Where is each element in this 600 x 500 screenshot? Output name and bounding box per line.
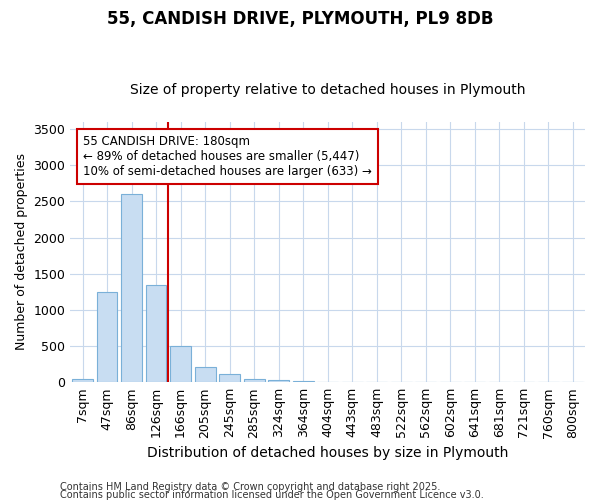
Bar	[244, 378, 265, 382]
Bar	[97, 292, 118, 382]
Text: 55, CANDISH DRIVE, PLYMOUTH, PL9 8DB: 55, CANDISH DRIVE, PLYMOUTH, PL9 8DB	[107, 10, 493, 28]
Text: Contains public sector information licensed under the Open Government Licence v3: Contains public sector information licen…	[60, 490, 484, 500]
Bar	[170, 346, 191, 382]
X-axis label: Distribution of detached houses by size in Plymouth: Distribution of detached houses by size …	[147, 446, 508, 460]
Y-axis label: Number of detached properties: Number of detached properties	[15, 154, 28, 350]
Bar	[293, 381, 314, 382]
Bar	[72, 378, 93, 382]
Bar	[268, 380, 289, 382]
Text: 55 CANDISH DRIVE: 180sqm
← 89% of detached houses are smaller (5,447)
10% of sem: 55 CANDISH DRIVE: 180sqm ← 89% of detach…	[83, 135, 371, 178]
Text: Contains HM Land Registry data © Crown copyright and database right 2025.: Contains HM Land Registry data © Crown c…	[60, 482, 440, 492]
Title: Size of property relative to detached houses in Plymouth: Size of property relative to detached ho…	[130, 83, 526, 97]
Bar	[219, 374, 240, 382]
Bar	[146, 284, 166, 382]
Bar	[194, 368, 215, 382]
Bar	[121, 194, 142, 382]
